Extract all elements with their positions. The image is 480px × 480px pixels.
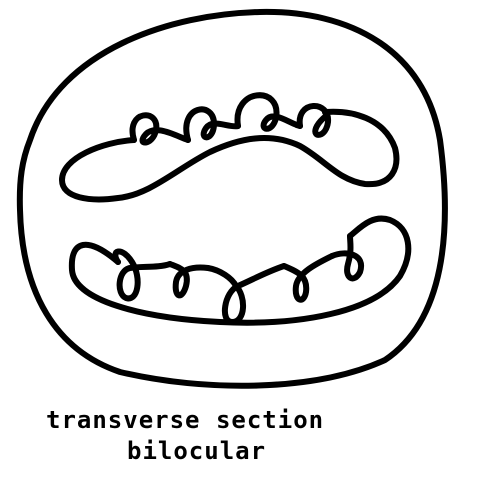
upper-ovule-3 (234, 92, 303, 132)
upper-ovule-1 (129, 112, 191, 146)
upper-ovule-2 (183, 106, 241, 143)
caption-subtitle: bilocular (127, 437, 267, 465)
upper-ovule-4 (296, 103, 331, 138)
caption-title: transverse section (46, 406, 325, 434)
lower-ovule-2 (167, 261, 211, 299)
lower-ovule-1 (112, 248, 173, 302)
lower-ovule-3 (205, 263, 287, 325)
ovary-cross-section-drawing (16, 8, 448, 389)
ovary-wall-outline (16, 8, 448, 389)
upper-locule-outline (59, 108, 400, 203)
lower-ovule-4 (281, 253, 335, 303)
lower-locule-outline (68, 215, 412, 326)
lower-ovule-5 (329, 233, 365, 282)
